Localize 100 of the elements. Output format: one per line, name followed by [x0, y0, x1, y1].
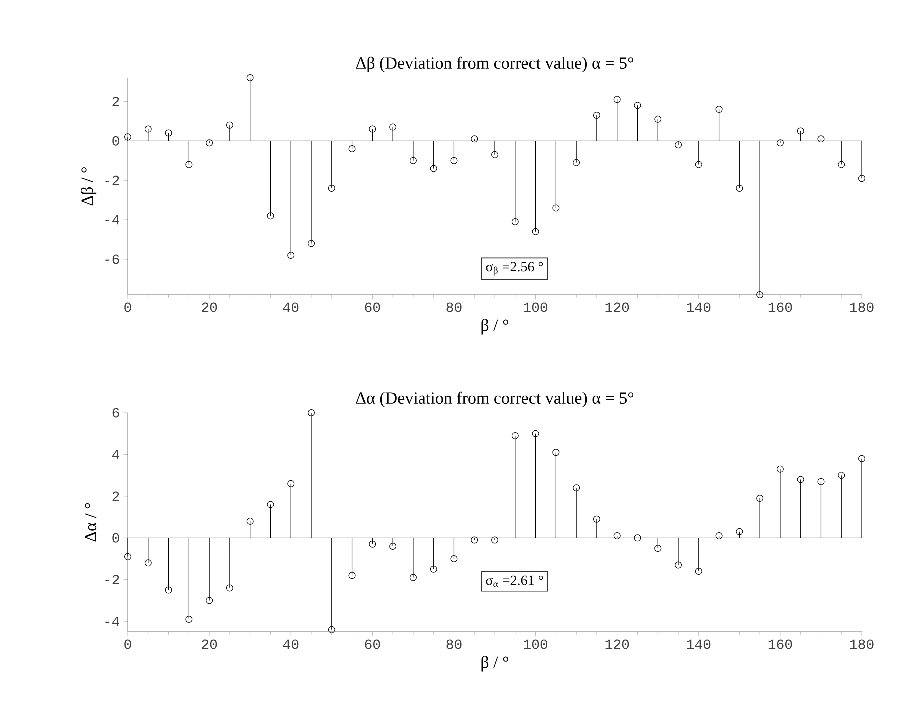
y-axis-title: Δα / ° — [85, 503, 97, 542]
y-tick-label: 4 — [112, 450, 120, 460]
point — [716, 532, 723, 540]
point — [818, 478, 825, 486]
x-tick-label: 0 — [124, 302, 132, 312]
point — [430, 566, 438, 573]
point — [144, 126, 152, 133]
point — [288, 252, 295, 260]
point — [288, 480, 295, 488]
point — [695, 161, 702, 168]
point — [654, 545, 662, 552]
x-tick-label: 20 — [202, 302, 218, 312]
point — [471, 536, 478, 544]
point — [471, 136, 478, 143]
point — [675, 562, 682, 569]
point — [206, 140, 214, 147]
point — [614, 96, 621, 104]
y-tick-label: -2 — [106, 575, 120, 585]
x-tick-label: 60 — [365, 302, 380, 312]
point — [246, 518, 254, 525]
point — [186, 161, 193, 168]
point — [410, 157, 417, 164]
point — [776, 466, 784, 473]
point — [410, 574, 417, 582]
x-tick-label: 60 — [365, 640, 380, 650]
point — [267, 212, 274, 220]
x-tick-label: 160 — [768, 640, 792, 650]
point — [186, 616, 193, 623]
x-tick-label: 100 — [524, 640, 548, 650]
y-tick-label: 0 — [112, 136, 120, 146]
point — [492, 151, 499, 158]
x-tick-label: 160 — [768, 302, 792, 312]
point — [593, 112, 600, 119]
point — [348, 146, 356, 153]
point — [756, 291, 764, 298]
y-tick-label: 6 — [112, 408, 120, 418]
x-tick-label: 0 — [124, 640, 132, 650]
x-tick-label: 40 — [283, 640, 299, 650]
point — [450, 157, 458, 164]
point — [144, 560, 152, 567]
point — [308, 410, 316, 416]
annotation: σ$_{β}$ =2.56 ° — [486, 262, 544, 276]
point — [838, 161, 846, 168]
point — [206, 597, 214, 604]
x-axis-title: β / ° — [482, 656, 508, 672]
point — [226, 122, 234, 129]
point — [348, 572, 356, 580]
point — [654, 116, 662, 123]
point — [838, 472, 846, 480]
point — [573, 484, 580, 492]
y-tick-label: 0 — [112, 533, 120, 543]
y-tick-label: -6 — [106, 254, 120, 264]
point — [736, 184, 744, 192]
point — [634, 534, 642, 542]
point — [328, 184, 336, 192]
point — [450, 556, 458, 562]
y-tick-label: -4 — [106, 616, 120, 626]
point — [695, 568, 702, 576]
point — [492, 536, 499, 544]
point — [512, 218, 519, 226]
x-tick-label: 180 — [850, 640, 874, 650]
chart-title: Δα (Deviation from correct value) α = 5° — [356, 392, 634, 408]
point — [858, 455, 866, 462]
point — [552, 449, 560, 456]
x-tick-label: 40 — [283, 302, 299, 312]
point — [430, 165, 438, 172]
point — [390, 124, 397, 131]
point — [776, 140, 784, 147]
y-axis-title: Δβ / ° — [81, 168, 97, 206]
y-tick-label: 2 — [112, 492, 120, 502]
point — [797, 128, 804, 135]
x-tick-label: 180 — [850, 302, 874, 312]
point — [308, 240, 316, 248]
point — [390, 542, 397, 550]
point — [593, 516, 600, 523]
point — [165, 130, 172, 137]
x-tick-label: 140 — [687, 640, 711, 650]
point — [369, 126, 376, 133]
point — [124, 553, 132, 560]
x-tick-label: 120 — [606, 640, 630, 650]
point — [756, 495, 764, 502]
x-tick-label: 80 — [446, 302, 462, 312]
point — [246, 74, 254, 82]
x-axis-title: β / ° — [482, 319, 508, 335]
point — [675, 142, 682, 149]
point — [532, 430, 540, 438]
x-tick-label: 120 — [606, 302, 630, 312]
point — [165, 586, 172, 594]
y-tick-label: -4 — [106, 215, 120, 225]
x-tick-label: 80 — [446, 640, 462, 650]
point — [328, 626, 336, 634]
x-tick-label: 140 — [687, 302, 711, 312]
y-tick-label: -2 — [106, 176, 120, 186]
point — [532, 228, 540, 236]
point — [369, 540, 376, 548]
point — [573, 159, 580, 166]
point — [614, 532, 621, 540]
point — [634, 102, 642, 110]
point — [716, 106, 723, 114]
point — [797, 476, 804, 484]
